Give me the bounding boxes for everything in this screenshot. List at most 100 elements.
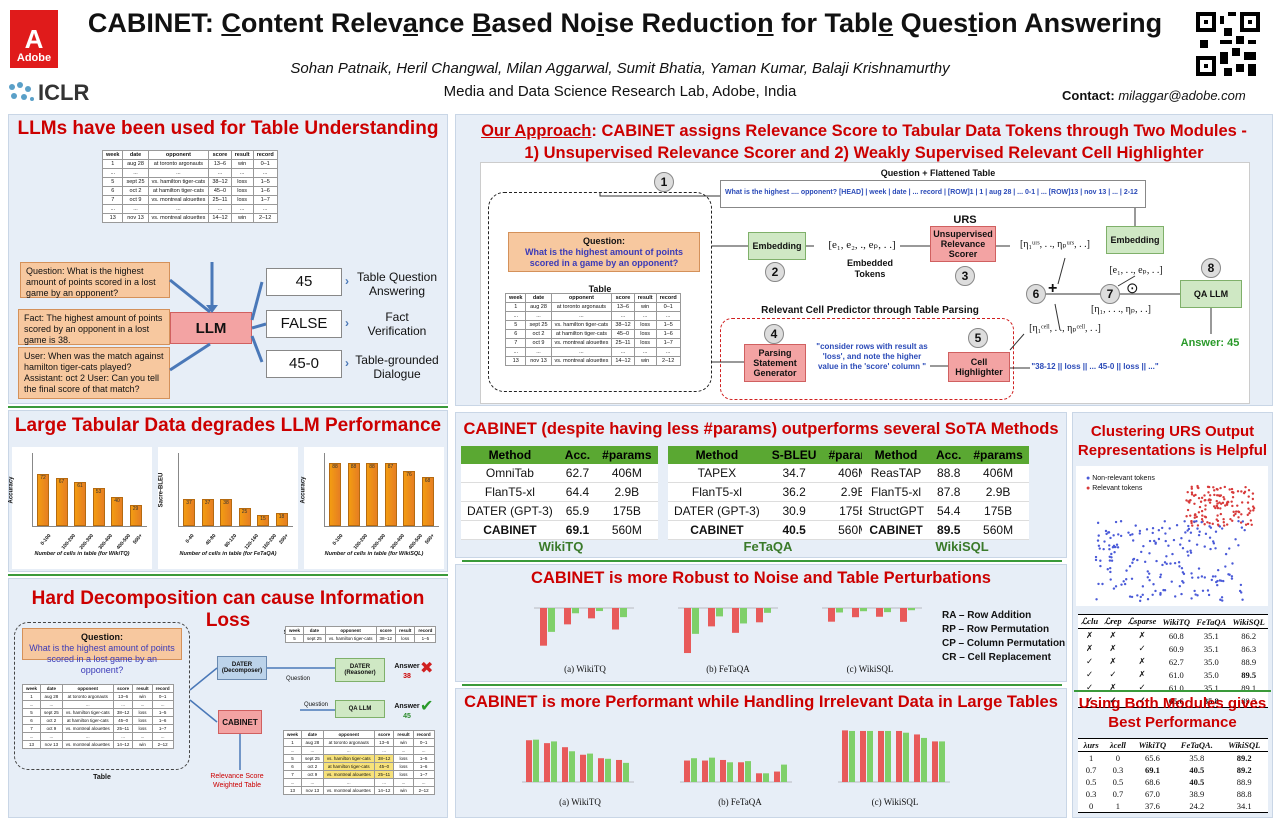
step-5: 5	[968, 328, 988, 348]
nonrelevant-point	[1241, 598, 1244, 601]
nonrelevant-point	[1103, 540, 1106, 543]
cell: ✓	[1138, 643, 1146, 653]
s2-xlabel: Number of cells in table (for FeTaQA)	[179, 551, 277, 557]
cell-vector: [η₁ᶜᵉˡˡ, . ., ηₚᶜᵉˡˡ, . .]	[1029, 323, 1101, 334]
cell: ✗	[1109, 630, 1117, 640]
relevant-point	[1216, 514, 1219, 517]
step-8: 8	[1201, 258, 1221, 278]
nonrelevant-point	[1112, 587, 1116, 590]
cell: 60.8	[1168, 630, 1184, 641]
robust-bar	[684, 608, 691, 654]
robust-bar	[884, 608, 891, 613]
perf-bar	[896, 730, 902, 782]
nonrelevant-point	[1136, 558, 1139, 562]
cell: 88.8	[1236, 789, 1252, 799]
s3-subtable-header: week date opponent score result record	[284, 626, 437, 635]
nonrelevant-point	[1159, 593, 1162, 596]
cell: 89.3	[1229, 694, 1268, 708]
s3-qa-llm: QA LLM	[335, 700, 385, 718]
table-row: 6 oct 2 at hamilton tiger-cats 45–0 loss 1–6	[504, 329, 681, 339]
cluster-title: Clustering URS Output Representations is…	[1077, 423, 1268, 459]
nonrelevant-point	[1203, 545, 1206, 548]
perf-title: CABINET is more Performant while Handlin…	[464, 693, 1058, 711]
cell: 13	[282, 786, 303, 795]
cell: ✗	[1138, 669, 1146, 679]
nonrelevant-point	[1096, 539, 1100, 542]
nonrelevant-point	[1119, 520, 1123, 523]
nonrelevant-point	[1097, 582, 1100, 586]
nonrelevant-point	[1218, 525, 1222, 528]
s1-chevron-1-icon: ›	[345, 274, 349, 288]
robust-bar	[716, 608, 723, 617]
robust-bar	[564, 608, 571, 625]
cell: 1	[1104, 800, 1132, 813]
s3-weighted-label: Relevance Score Weighted Table	[210, 773, 264, 789]
poster-title: CABINET: Content Relevance Based Noise R…	[87, 8, 1163, 38]
robust-bar	[692, 608, 699, 634]
nonrelevant-point	[1094, 555, 1098, 559]
s3-subtable-row: 5 sept 25 vs. hamilton tiger-cats 38–12 loss…	[284, 634, 437, 643]
s1-task-dialogue: Table-grounded Dialogue	[355, 353, 439, 381]
perf-bar	[885, 730, 891, 782]
nonrelevant-point	[1159, 573, 1163, 576]
s2-bar: 72	[37, 474, 49, 526]
relevant-point	[1200, 496, 1204, 500]
cell: 406M	[596, 464, 658, 483]
nonrelevant-point	[1128, 565, 1132, 568]
relevant-point	[1222, 495, 1225, 499]
nonrelevant-point	[1099, 559, 1102, 562]
cell: 0	[1115, 753, 1121, 763]
nonrelevant-point	[1214, 530, 1218, 533]
nonrelevant-point	[1237, 519, 1240, 523]
nonrelevant-point	[1105, 532, 1108, 536]
relevant-point	[1215, 499, 1218, 503]
cluster-header: ℒclu ℒrep ℒsparse WikiTQ FeTaQA WikiSQL	[1078, 614, 1268, 629]
cell: ✗	[1109, 656, 1117, 666]
results-table: Method Acc. #params OmniTab 62.7 406M FlanT5-x…	[461, 446, 658, 540]
relevant-point	[1216, 506, 1220, 510]
cell: 65.6	[1144, 753, 1160, 763]
robust-bar	[732, 608, 739, 633]
nonrelevant-point	[1131, 558, 1135, 561]
s1-data-table: week date opponent score result record 1 aug 28…	[101, 150, 278, 223]
perf-bar	[587, 753, 593, 782]
nonrelevant-point	[1101, 582, 1104, 586]
nonrelevant-point	[1186, 550, 1189, 553]
s2-chart: Accuracy 88 0-100 88 100-200 88 200-300 87 300-4…	[301, 447, 444, 569]
nonrelevant-point	[1106, 568, 1109, 571]
adobe-a-icon: A	[24, 24, 44, 54]
s3-question-text: What is the highest amount of points sco…	[29, 643, 175, 675]
relevant-point	[1215, 504, 1218, 508]
nonrelevant-point	[1228, 547, 1231, 550]
nonrelevant-point	[1136, 594, 1139, 597]
cell: λcell	[1104, 738, 1132, 752]
nonrelevant-point	[1109, 566, 1112, 570]
cell: ✓	[1101, 694, 1125, 708]
cell-highlighter-box: Cell Highlighter	[948, 352, 1010, 382]
nonrelevant-point	[1119, 534, 1123, 538]
nonrelevant-point	[1201, 589, 1205, 592]
nonrelevant-point	[1113, 551, 1116, 554]
cell: 65.6	[1159, 694, 1194, 708]
nonrelevant-point	[1187, 524, 1190, 528]
nonrelevant-point	[1214, 547, 1217, 550]
s1-task-fact: Fact Verification	[367, 310, 427, 338]
table-row: 1 aug 28 at toronto argonauts 13–6 win 0–1	[282, 738, 435, 747]
nonrelevant-point	[1145, 528, 1149, 531]
both-header: λurs λcell WikiTQ FeTaQA. WikiSQL	[1078, 738, 1268, 752]
s2-xlabel: Number of cells in table (for WikiSQL)	[324, 551, 424, 557]
legend-nonrel-label: Non-relevant tokens	[1092, 475, 1155, 482]
nonrelevant-point	[1189, 551, 1193, 554]
relevant-point	[1231, 504, 1234, 508]
nonrelevant-point	[1177, 561, 1181, 564]
relevant-point	[1207, 485, 1211, 489]
cell: vs. hamilton tiger-cats	[324, 634, 377, 643]
relevant-point	[1218, 501, 1221, 504]
robust-bar	[828, 608, 835, 622]
nonrelevant-point	[1095, 598, 1098, 601]
cell: FlanT5-xl	[461, 482, 559, 502]
cell: ✗	[1109, 643, 1117, 653]
cell: 87.8	[930, 482, 968, 502]
table-row: ..................	[21, 732, 174, 741]
results-row: CABINET 40.5 560M	[668, 520, 884, 540]
